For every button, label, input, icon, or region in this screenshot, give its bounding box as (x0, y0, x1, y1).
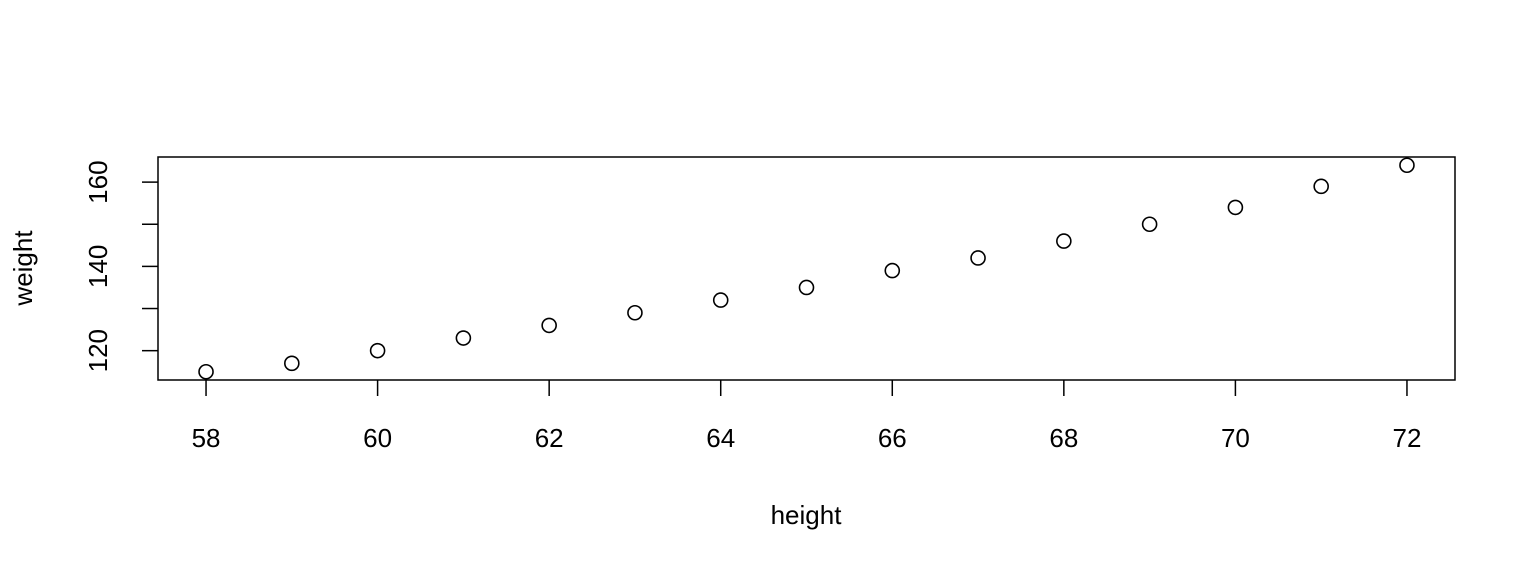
point (369, 342, 386, 359)
point (455, 330, 472, 346)
x-tick-label: 62 (535, 423, 564, 453)
point (1399, 157, 1415, 174)
point (541, 317, 557, 334)
point (198, 363, 214, 380)
point (1313, 178, 1329, 195)
x-tick-label: 70 (1221, 423, 1250, 453)
x-tick-label: 72 (1393, 423, 1422, 453)
point (1056, 233, 1072, 249)
plot-box (157, 156, 1456, 381)
point (1227, 199, 1244, 216)
point (884, 262, 901, 279)
point (798, 279, 815, 296)
x-tick-label: 68 (1049, 423, 1078, 453)
point (970, 250, 986, 266)
point (712, 292, 729, 308)
y-tick-label: 160 (83, 160, 113, 203)
x-tick-label: 64 (706, 423, 735, 453)
x-tick-label: 58 (192, 423, 221, 453)
y-tick-label: 140 (83, 245, 113, 288)
point (284, 355, 300, 372)
point (627, 304, 643, 321)
x-tick-label: 66 (878, 423, 907, 453)
y-axis-label: weight (8, 230, 38, 307)
y-tick-label: 120 (83, 329, 113, 372)
x-axis-label: height (771, 500, 843, 530)
point (1141, 216, 1158, 233)
x-tick-label: 60 (363, 423, 392, 453)
